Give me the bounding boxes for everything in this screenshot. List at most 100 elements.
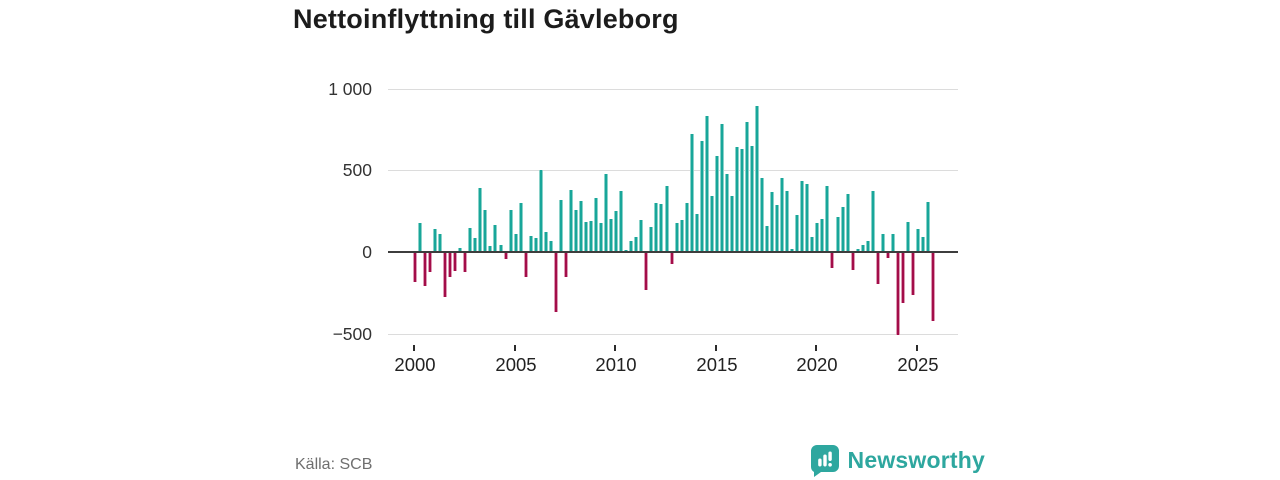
bar <box>836 216 840 252</box>
y-axis-label: 500 <box>342 160 372 180</box>
bar <box>604 174 608 252</box>
bar <box>881 234 885 252</box>
bar <box>418 223 422 252</box>
newsworthy-wordmark: Newsworthy <box>847 447 985 473</box>
bar <box>594 198 598 252</box>
bar <box>695 213 699 252</box>
bar <box>720 123 724 252</box>
gridline-500 <box>388 170 958 171</box>
gridline-1000 <box>388 89 958 90</box>
bar <box>473 238 477 252</box>
bar <box>896 252 900 336</box>
bar <box>931 252 935 322</box>
bar <box>599 223 603 252</box>
bar <box>463 252 467 272</box>
bar <box>413 252 417 283</box>
bar <box>483 209 487 252</box>
bar <box>755 105 759 252</box>
bar <box>926 202 930 252</box>
bar <box>810 237 814 252</box>
source-note: Källa: SCB <box>295 456 373 473</box>
bar <box>861 244 865 252</box>
bar <box>876 252 880 284</box>
x-axis-label: 2005 <box>495 354 537 375</box>
x-axis-tick <box>715 345 717 351</box>
bar <box>730 195 734 252</box>
bar <box>800 180 804 252</box>
bar <box>493 225 497 252</box>
bar <box>589 220 593 252</box>
bar <box>785 190 789 252</box>
bar <box>715 155 719 252</box>
x-axis-tick <box>614 345 616 351</box>
bar <box>534 238 538 252</box>
gridline--500 <box>388 334 958 335</box>
bar <box>665 185 669 252</box>
newsworthy-icon <box>810 445 839 477</box>
bar <box>901 252 905 304</box>
bar <box>856 248 860 252</box>
bar <box>740 149 744 252</box>
bar <box>614 211 618 252</box>
bar <box>830 252 834 269</box>
bar <box>820 218 824 252</box>
bar <box>609 218 613 252</box>
bar <box>911 252 915 296</box>
bar <box>846 194 850 252</box>
bar <box>468 228 472 252</box>
bar <box>639 220 643 252</box>
bar <box>504 252 508 259</box>
bar <box>519 202 523 252</box>
bar <box>906 221 910 252</box>
bar <box>760 177 764 252</box>
bar <box>851 252 855 270</box>
bar <box>579 201 583 252</box>
bar <box>448 252 452 278</box>
bar <box>509 210 513 252</box>
x-axis-label: 2015 <box>696 354 738 375</box>
bar <box>705 115 709 252</box>
bar <box>795 215 799 252</box>
bar <box>524 252 528 278</box>
bar <box>544 232 548 252</box>
bar <box>866 240 870 252</box>
bar <box>634 237 638 252</box>
bar <box>438 234 442 252</box>
zero-line <box>388 251 958 253</box>
chart-title: Nettoinflyttning till Gävleborg <box>293 4 679 34</box>
bar <box>654 202 658 252</box>
x-axis-tick <box>916 345 918 351</box>
x-axis-label: 2010 <box>595 354 637 375</box>
bar <box>458 247 462 252</box>
bar <box>584 221 588 252</box>
bar <box>629 241 633 252</box>
bar <box>554 252 558 312</box>
bar <box>499 245 503 252</box>
y-axis-label: −500 <box>332 324 372 344</box>
x-axis-tick <box>815 345 817 351</box>
bar <box>680 220 684 252</box>
bar <box>790 248 794 252</box>
bar <box>825 185 829 252</box>
bar <box>670 252 674 265</box>
bar <box>478 188 482 252</box>
bar <box>745 122 749 252</box>
bar <box>488 246 492 252</box>
bar <box>514 234 518 252</box>
bar <box>805 184 809 252</box>
bar <box>569 189 573 252</box>
bar <box>644 252 648 291</box>
bar <box>659 203 663 252</box>
bar <box>710 195 714 252</box>
bar <box>574 210 578 252</box>
bar <box>815 223 819 252</box>
bar <box>690 134 694 252</box>
y-axis-label: 1 000 <box>328 79 372 99</box>
bar <box>428 252 432 272</box>
bar <box>750 145 754 252</box>
bar <box>841 207 845 252</box>
x-axis-label: 2020 <box>796 354 838 375</box>
bar <box>619 190 623 252</box>
bar <box>871 190 875 252</box>
bar <box>685 202 689 252</box>
